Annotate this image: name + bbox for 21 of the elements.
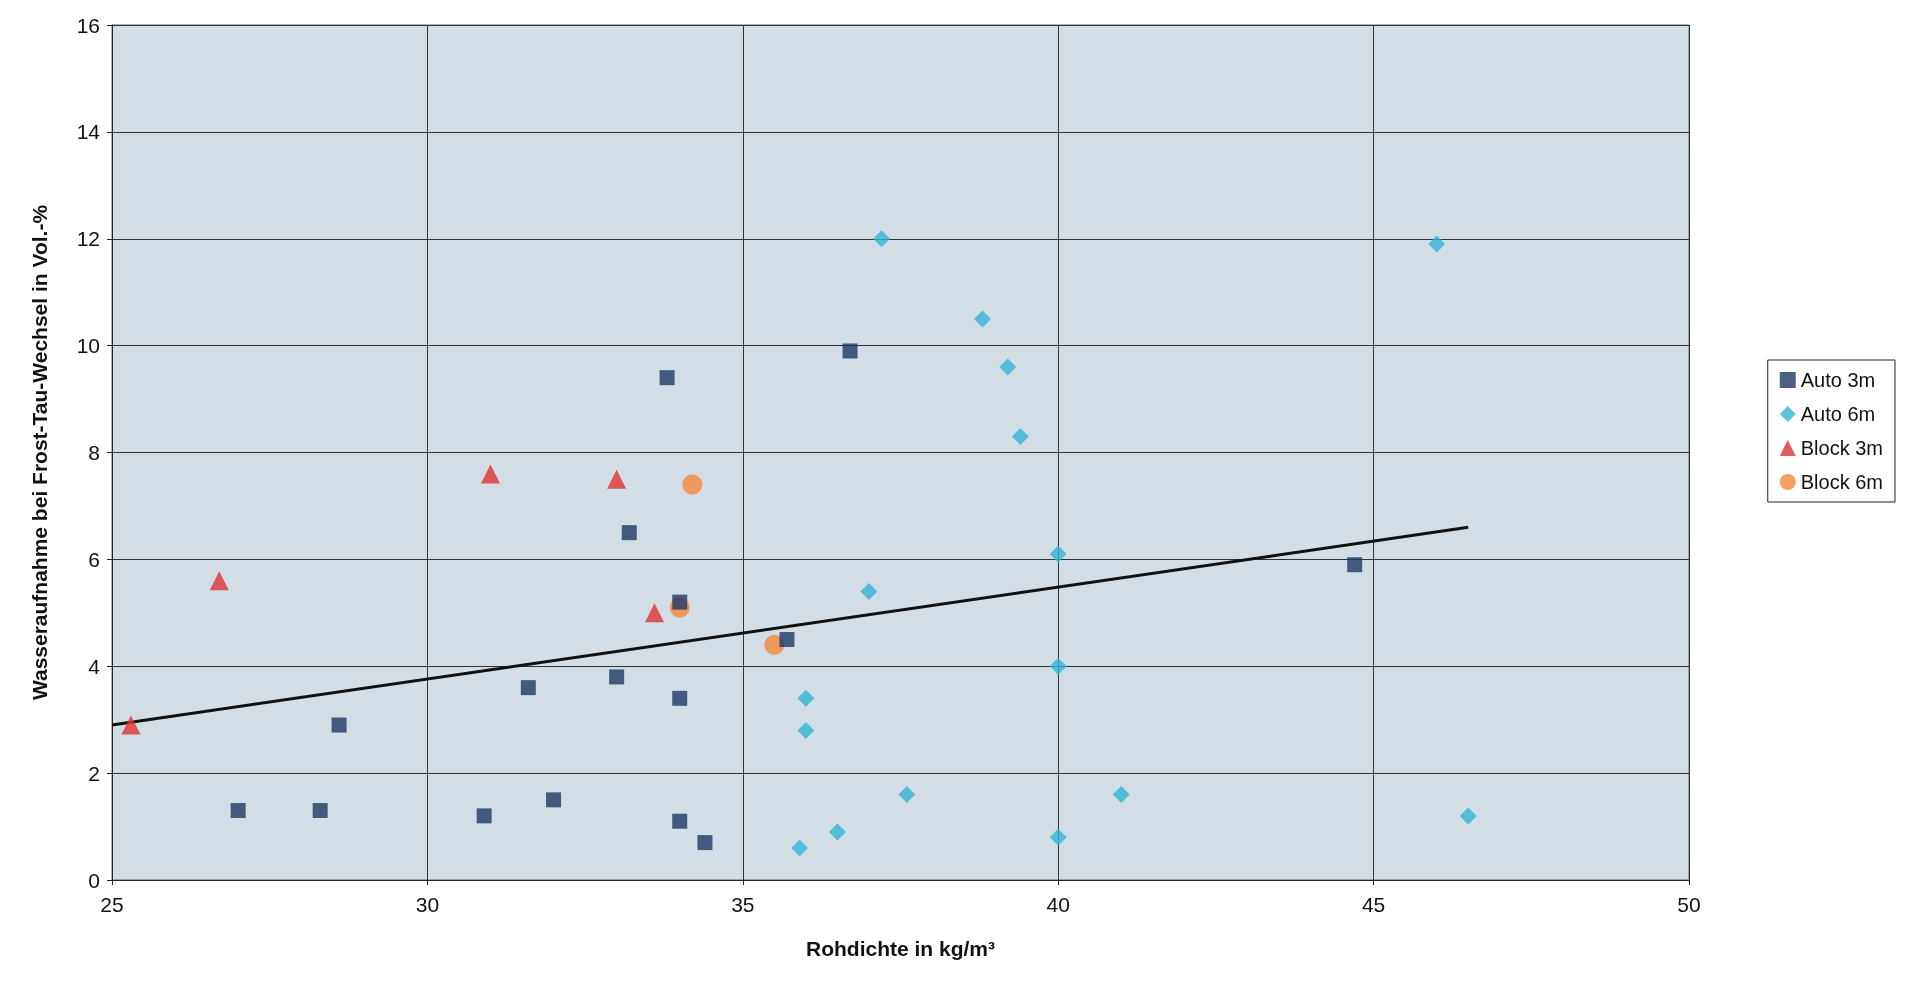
x-tick-label: 45 (1361, 893, 1386, 916)
y-tick-label: 2 (88, 761, 100, 785)
legend-label: Block 6m (1800, 471, 1883, 493)
legend-label: Auto 3m (1800, 369, 1876, 391)
y-axis-title: Wasseraufnahme bei Frost-Tau-Wechsel in Vol.-% (28, 204, 51, 701)
x-tick-label: 35 (731, 893, 755, 916)
y-tick-label: 12 (76, 227, 100, 251)
x-tick-label: 40 (1046, 893, 1070, 916)
x-tick-label: 25 (100, 893, 124, 916)
legend-label: Auto 6m (1800, 403, 1876, 425)
legend-label: Block 3m (1800, 437, 1883, 459)
y-tick-label: 14 (76, 120, 101, 144)
x-tick-label: 50 (1677, 893, 1701, 916)
y-tick-label: 6 (88, 547, 100, 571)
y-tick-label: 8 (88, 441, 100, 464)
y-tick-label: 10 (76, 334, 100, 358)
y-tick-label: 16 (76, 13, 100, 37)
y-tick-label: 4 (88, 654, 101, 678)
x-axis-title: Rohdichte in kg/m³ (806, 937, 996, 960)
y-tick-label: 0 (88, 868, 100, 892)
x-tick-label: 30 (415, 893, 440, 916)
